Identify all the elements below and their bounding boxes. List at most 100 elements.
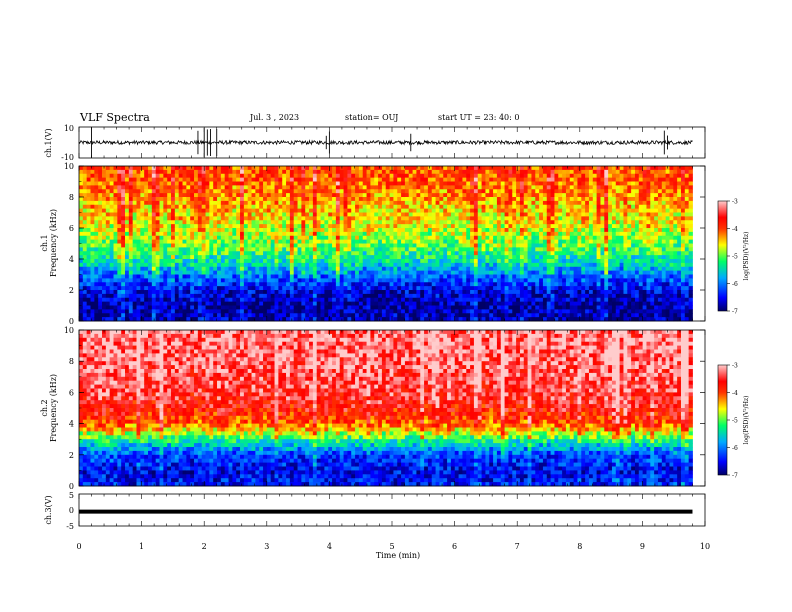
spectrogram-cell bbox=[431, 266, 436, 272]
spectrogram-cell bbox=[144, 189, 149, 194]
spectrogram-cell bbox=[297, 305, 302, 310]
spectrogram-cell bbox=[370, 274, 375, 279]
spectrogram-cell bbox=[427, 189, 433, 194]
spectrogram-cell bbox=[117, 224, 122, 229]
spectrogram-cell bbox=[117, 193, 122, 198]
spectrogram-cell bbox=[420, 197, 425, 202]
spectrogram-cell bbox=[351, 235, 356, 241]
spectrogram-cell bbox=[347, 290, 352, 295]
spectrogram-cell bbox=[404, 290, 410, 295]
spectrogram-cell bbox=[213, 309, 218, 314]
spectrogram-cell bbox=[458, 204, 463, 210]
spectrogram-cell bbox=[516, 266, 521, 272]
spectrogram-cell bbox=[389, 301, 394, 306]
spectrogram-cell bbox=[171, 220, 176, 225]
spectrogram-cell bbox=[217, 212, 222, 217]
spectrogram-cell bbox=[109, 239, 114, 244]
spectrogram-cell bbox=[351, 317, 356, 322]
spectrogram-cell bbox=[224, 293, 229, 299]
spectrogram-cell bbox=[374, 301, 379, 306]
spectrogram-cell bbox=[477, 204, 482, 210]
spectrogram-cell bbox=[531, 204, 536, 210]
spectrogram-cell bbox=[151, 212, 157, 217]
spectrogram-cell bbox=[374, 200, 379, 206]
spectrogram-cell bbox=[228, 317, 233, 322]
spectrogram-cell bbox=[236, 200, 241, 206]
spectrogram-cell bbox=[128, 301, 134, 306]
spectrogram-cell bbox=[174, 235, 180, 241]
spectrogram-cell bbox=[343, 166, 348, 171]
spectrogram-cell bbox=[94, 282, 99, 287]
spectrogram-cell bbox=[125, 243, 130, 248]
spectrogram-cell bbox=[332, 177, 337, 182]
spectrogram-cell bbox=[282, 220, 287, 225]
spectrogram-cell bbox=[481, 193, 486, 198]
spectrogram-cell bbox=[374, 293, 379, 299]
spectrogram-cell bbox=[148, 173, 153, 179]
spectrogram-cell bbox=[408, 282, 413, 287]
spectrogram-cell bbox=[186, 286, 191, 291]
spectrogram-cell bbox=[236, 297, 241, 303]
spectrogram-cell bbox=[293, 286, 298, 291]
spectrogram-cell bbox=[523, 305, 528, 310]
spectrogram-cell bbox=[481, 297, 486, 303]
spectrogram-cell bbox=[401, 212, 406, 217]
spectrogram-cell bbox=[247, 200, 252, 206]
spectrogram-cell bbox=[117, 290, 122, 295]
spectrogram-cell bbox=[401, 200, 406, 206]
spectrogram-cell bbox=[236, 204, 241, 210]
spectrogram-cell bbox=[259, 181, 264, 186]
spectrogram-cell bbox=[113, 208, 118, 213]
spectrogram-cell bbox=[309, 197, 314, 202]
spectrogram-cell bbox=[447, 177, 452, 182]
spectrogram-cell bbox=[343, 177, 348, 182]
spectrogram-cell bbox=[144, 313, 149, 318]
spectrogram-cell bbox=[420, 251, 425, 256]
spectrogram-cell bbox=[197, 185, 203, 190]
spectrogram-cell bbox=[190, 243, 195, 248]
spectrogram-cell bbox=[186, 251, 191, 256]
spectrogram-cell bbox=[297, 216, 302, 221]
spectrogram-cell bbox=[489, 266, 494, 272]
spectrogram-cell bbox=[385, 239, 390, 244]
spectrogram-cell bbox=[282, 185, 287, 190]
spectrogram-cell bbox=[312, 251, 318, 256]
spectrogram-cell bbox=[531, 274, 536, 279]
spectrogram-cell bbox=[389, 282, 394, 287]
spectrogram-cell bbox=[335, 200, 341, 206]
spectrogram-cell bbox=[240, 305, 245, 310]
spectrogram-cell bbox=[485, 243, 490, 248]
spectrogram-cell bbox=[240, 169, 245, 175]
spectrogram-cell bbox=[182, 297, 187, 303]
spectrogram-cell bbox=[447, 197, 452, 202]
spectrogram-cell bbox=[489, 247, 494, 252]
spectrogram-cell bbox=[351, 270, 356, 275]
spectrogram-cell bbox=[240, 301, 245, 306]
spectrogram-cell bbox=[332, 305, 337, 310]
spectrogram-cell bbox=[140, 231, 145, 237]
spectrogram-cell bbox=[128, 208, 134, 213]
spectrogram-cell bbox=[247, 177, 252, 182]
spectrogram-cell bbox=[500, 259, 505, 264]
spectrogram-cell bbox=[274, 243, 279, 248]
spectrogram-cell bbox=[270, 173, 275, 179]
spectrogram-cell bbox=[140, 228, 145, 233]
spectrogram-cell bbox=[278, 251, 283, 256]
spectrogram-cell bbox=[523, 177, 528, 182]
spectrogram-cell bbox=[167, 293, 172, 299]
spectrogram-cell bbox=[105, 309, 111, 314]
spectrogram-cell bbox=[121, 208, 126, 213]
spectrogram-cell bbox=[477, 293, 482, 299]
spectrogram-cell bbox=[220, 305, 226, 310]
spectrogram-cell bbox=[466, 309, 471, 314]
spectrogram-cell bbox=[351, 290, 356, 295]
spectrogram-cell bbox=[439, 270, 444, 275]
spectrogram-cell bbox=[420, 208, 425, 213]
spectrogram-cell bbox=[393, 262, 398, 268]
spectrogram-cell bbox=[163, 247, 168, 252]
spectrogram-cell bbox=[470, 259, 475, 264]
spectrogram-cell bbox=[523, 243, 528, 248]
spectrogram-cell bbox=[251, 255, 256, 260]
spectrogram-cell bbox=[496, 243, 502, 248]
spectrogram-cell bbox=[278, 301, 283, 306]
